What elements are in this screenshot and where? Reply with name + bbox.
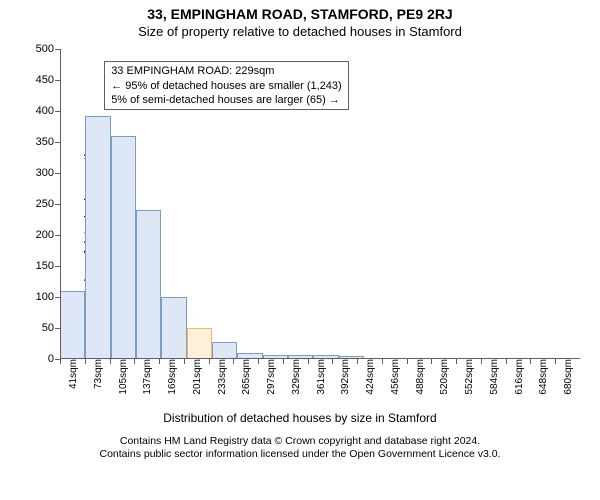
- x-tick-mark: [357, 359, 358, 364]
- x-tick-label: 680sqm: [559, 359, 574, 395]
- bar-highlight: [187, 328, 212, 359]
- x-tick-label: 73sqm: [89, 359, 104, 389]
- x-tick-label: 584sqm: [485, 359, 500, 395]
- x-tick-label: 265sqm: [237, 359, 252, 395]
- footer: Contains HM Land Registry data © Crown c…: [0, 435, 600, 461]
- bar: [60, 291, 85, 359]
- x-tick-mark: [407, 359, 408, 364]
- x-tick-label: 169sqm: [163, 359, 178, 395]
- x-tick-label: 648sqm: [534, 359, 549, 395]
- page-subtitle: Size of property relative to detached ho…: [0, 22, 600, 39]
- x-tick-mark: [85, 359, 86, 364]
- x-tick-label: 392sqm: [336, 359, 351, 395]
- x-tick-mark: [258, 359, 259, 364]
- x-tick-mark: [110, 359, 111, 364]
- x-tick-label: 329sqm: [287, 359, 302, 395]
- x-tick-mark: [431, 359, 432, 364]
- bar: [85, 116, 110, 359]
- x-tick-label: 137sqm: [138, 359, 153, 395]
- x-tick-mark: [283, 359, 284, 364]
- x-axis-label: Distribution of detached houses by size …: [0, 411, 600, 425]
- page-title: 33, EMPINGHAM ROAD, STAMFORD, PE9 2RJ: [0, 0, 600, 22]
- x-tick-label: 488sqm: [411, 359, 426, 395]
- bar: [136, 210, 161, 359]
- x-tick-label: 616sqm: [510, 359, 525, 395]
- footer-line-1: Contains HM Land Registry data © Crown c…: [0, 435, 600, 448]
- x-tick-label: 456sqm: [386, 359, 401, 395]
- x-tick-mark: [506, 359, 507, 364]
- annotation-line-1: 33 EMPINGHAM ROAD: 229sqm: [111, 64, 342, 78]
- x-tick-label: 233sqm: [213, 359, 228, 395]
- bar: [111, 136, 136, 359]
- x-tick-mark: [530, 359, 531, 364]
- x-tick-mark: [332, 359, 333, 364]
- bar: [161, 297, 186, 359]
- x-tick-label: 424sqm: [361, 359, 376, 395]
- x-tick-mark: [159, 359, 160, 364]
- x-tick-label: 41sqm: [64, 359, 79, 389]
- x-tick-mark: [555, 359, 556, 364]
- annotation-line-3: 5% of semi-detached houses are larger (6…: [111, 93, 342, 107]
- x-tick-label: 552sqm: [460, 359, 475, 395]
- x-tick-mark: [233, 359, 234, 364]
- y-axis-line: [60, 49, 61, 359]
- x-tick-mark: [382, 359, 383, 364]
- chart-container: Number of detached properties 0501001502…: [0, 39, 600, 409]
- plot-area: 050100150200250300350400450500 41sqm73sq…: [60, 49, 580, 359]
- annotation-line-2: ← 95% of detached houses are smaller (1,…: [111, 79, 342, 93]
- x-tick-mark: [456, 359, 457, 364]
- footer-line-2: Contains public sector information licen…: [0, 448, 600, 461]
- annotation-box: 33 EMPINGHAM ROAD: 229sqm ← 95% of detac…: [104, 61, 349, 110]
- x-tick-mark: [209, 359, 210, 364]
- x-tick-label: 297sqm: [262, 359, 277, 395]
- x-tick-mark: [184, 359, 185, 364]
- x-tick-mark: [134, 359, 135, 364]
- bar: [212, 342, 237, 359]
- x-tick-label: 520sqm: [435, 359, 450, 395]
- x-tick-mark: [60, 359, 61, 364]
- x-tick-mark: [481, 359, 482, 364]
- x-tick-label: 361sqm: [312, 359, 327, 395]
- x-tick-label: 201sqm: [188, 359, 203, 395]
- x-tick-mark: [308, 359, 309, 364]
- x-tick-label: 105sqm: [114, 359, 129, 395]
